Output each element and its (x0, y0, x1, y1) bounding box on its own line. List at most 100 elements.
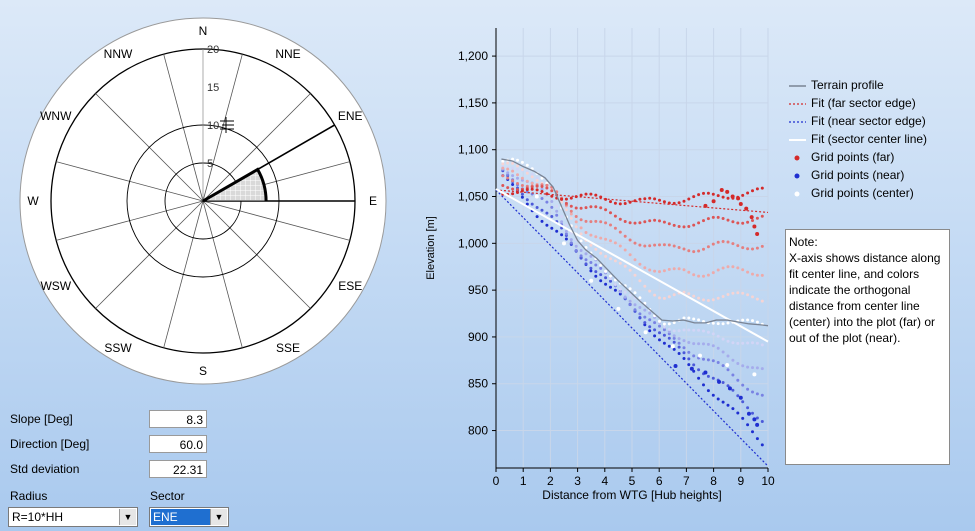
grid-point (677, 352, 681, 355)
grid-point (741, 341, 745, 345)
slope-field[interactable]: 8.3 (149, 410, 207, 428)
grid-point (579, 249, 583, 252)
grid-point (648, 196, 652, 200)
grid-point (751, 319, 754, 323)
grid-point (579, 206, 583, 210)
grid-point (736, 291, 740, 295)
grid-point (746, 423, 750, 427)
grid-point (662, 243, 666, 247)
grid-point (589, 266, 593, 270)
grid-point (604, 269, 608, 273)
grid-point (579, 254, 583, 258)
grid-point (638, 221, 642, 225)
grid-point (731, 341, 735, 345)
grid-point (697, 376, 701, 380)
chevron-down-icon[interactable]: ▼ (119, 509, 136, 525)
grid-point (648, 325, 652, 329)
direction-label: Direction [Deg] (10, 437, 90, 451)
grid-point (511, 169, 515, 173)
grid-point (760, 273, 764, 277)
grid-point (682, 346, 686, 350)
grid-point (599, 236, 603, 240)
grid-point (716, 322, 720, 326)
data-point (736, 196, 741, 201)
grid-point (706, 245, 710, 249)
grid-point (530, 181, 534, 185)
grid-point (589, 261, 593, 264)
grid-point (564, 237, 568, 241)
direction-label-ene: ENE (338, 109, 363, 123)
grid-point (516, 164, 519, 168)
grid-point (731, 373, 735, 377)
grid-point (599, 220, 603, 224)
grid-point (511, 192, 515, 196)
grid-point (594, 219, 598, 223)
grid-point (721, 400, 725, 404)
chevron-down-icon[interactable]: ▼ (210, 509, 227, 525)
grid-point (692, 195, 696, 199)
grid-point (648, 219, 652, 223)
grid-point (697, 274, 701, 278)
elevation-chart: 0 1 2 3 4 5 6 7 8 9 10 800 850 900 950 1,000 1,050 1,100 1… (425, 28, 775, 502)
grid-point (672, 223, 676, 227)
grid-point (755, 216, 759, 220)
legend-item-terrain: Terrain profile (788, 78, 968, 94)
grid-point (760, 367, 764, 371)
ring-value-label: 20 (207, 44, 219, 56)
grid-point (540, 219, 544, 223)
grid-point (692, 223, 696, 227)
grid-point (760, 393, 764, 397)
grid-point (760, 299, 764, 303)
grid-point (697, 296, 701, 300)
grid-point (643, 323, 647, 327)
grid-point (535, 188, 539, 192)
grid-point (648, 268, 652, 272)
grid-point (667, 330, 671, 334)
grid-point (613, 201, 617, 205)
std-deviation-label: Std deviation (10, 462, 80, 476)
sector-select[interactable]: ENE ▼ (149, 507, 229, 527)
grid-point (755, 273, 759, 277)
grid-point (613, 282, 617, 286)
grid-point (506, 176, 510, 180)
grid-point (648, 329, 652, 333)
grid-point (535, 176, 539, 180)
data-point (725, 189, 730, 194)
grid-point (550, 194, 554, 198)
grid-point (736, 266, 740, 270)
grid-point (726, 354, 730, 358)
grid-point (662, 341, 666, 345)
direction-label-n: N (199, 24, 208, 38)
grid-point (628, 253, 632, 257)
grid-point (550, 189, 554, 193)
direction-field[interactable]: 60.0 (149, 435, 207, 453)
grid-point (589, 254, 593, 258)
grid-point (638, 306, 642, 309)
grid-point (599, 279, 603, 283)
fit-near-line-icon (789, 121, 806, 123)
grid-point (702, 274, 705, 278)
fit-far-line-icon (789, 103, 806, 105)
grid-point (535, 206, 539, 209)
grid-point (638, 243, 642, 247)
grid-point (589, 269, 593, 273)
grid-point (662, 325, 666, 329)
grid-point (618, 217, 622, 221)
x-axis-label: Distance from WTG [Hub heights] (542, 488, 721, 502)
y-tick-label: 1,100 (458, 143, 488, 157)
grid-point (760, 420, 764, 423)
grid-point (613, 288, 617, 292)
std-deviation-field[interactable]: 22.31 (149, 460, 207, 478)
grid-point (609, 211, 612, 215)
grid-point (702, 298, 705, 302)
grid-point (755, 187, 759, 191)
direction-label-ssw: SSW (104, 341, 132, 355)
grid-point (721, 240, 725, 243)
grid-point (711, 359, 715, 363)
grid-point (711, 332, 715, 336)
grid-point (755, 416, 759, 420)
radius-select[interactable]: R=10*HH ▼ (8, 507, 138, 527)
grid-point (613, 226, 617, 230)
grid-point (692, 342, 696, 346)
grid-point (677, 345, 681, 349)
